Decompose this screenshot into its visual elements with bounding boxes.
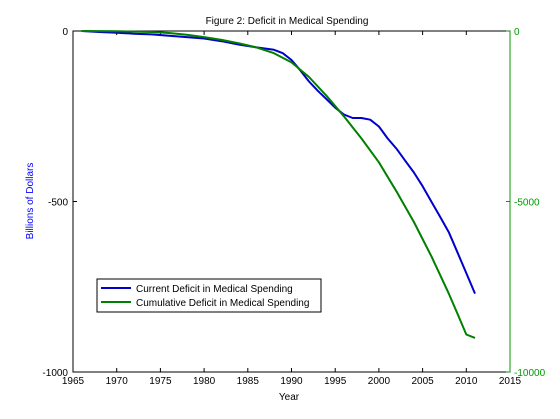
x-axis-label: Year: [279, 392, 300, 403]
y2-tick-label: -5000: [514, 198, 540, 209]
y2-tick-label: 0: [514, 27, 520, 38]
y-axis-label: Billions of Dollars: [25, 163, 36, 240]
x-tick-label: 1975: [149, 376, 172, 387]
chart-title: Figure 2: Deficit in Medical Spending: [206, 16, 369, 27]
x-tick-label: 1985: [237, 376, 260, 387]
x-tick-label: 2005: [411, 376, 434, 387]
series-layer: [81, 30, 476, 339]
x-tick-label: 1990: [280, 376, 303, 387]
x-tick-label: 2010: [455, 376, 478, 387]
x-tick-label: 1970: [106, 376, 129, 387]
y2-tick-label: -10000: [514, 368, 546, 379]
x-tick-label: 2015: [499, 376, 522, 387]
x-tick-label: 1980: [193, 376, 216, 387]
series-line-cumulative: [81, 30, 476, 339]
x-tick-label: 1995: [324, 376, 347, 387]
legend-label-cumulative: Cumulative Deficit in Medical Spending: [136, 298, 309, 309]
legend: Current Deficit in Medical Spending Cumu…: [96, 278, 322, 313]
series-line-current: [81, 30, 476, 294]
plot-area: [72, 30, 511, 373]
y-tick-label: -500: [48, 198, 68, 209]
left-axis: 0 -500 -1000: [42, 27, 77, 379]
y-tick-label: 0: [62, 27, 68, 38]
y-tick-label: -1000: [42, 368, 68, 379]
x-tick-label: 2000: [368, 376, 391, 387]
x-tick-label: 1965: [62, 376, 85, 387]
legend-label-current: Current Deficit in Medical Spending: [136, 284, 293, 295]
legend-box: [96, 278, 322, 313]
right-axis: 0 -5000 -10000: [506, 27, 546, 379]
